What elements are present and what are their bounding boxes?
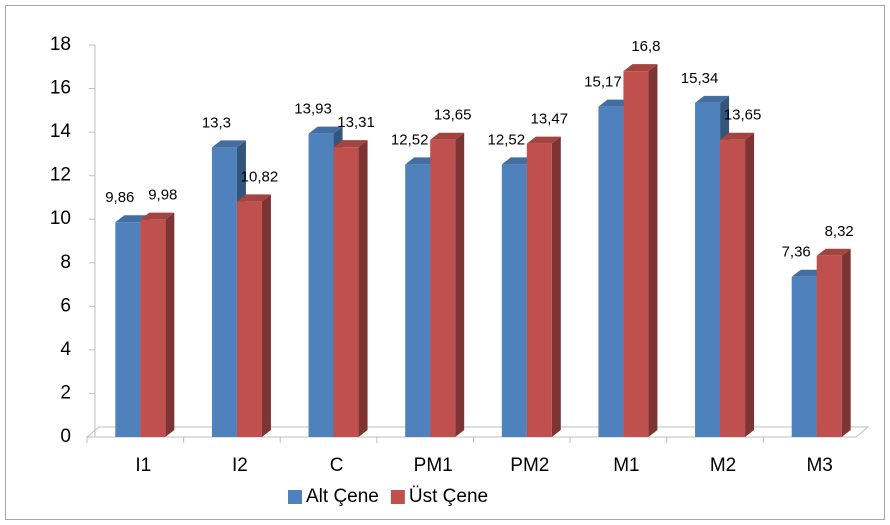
bar xyxy=(236,201,262,437)
bar-side xyxy=(841,248,851,437)
legend-label: Alt Çene xyxy=(306,486,379,507)
data-label: 13,3 xyxy=(202,114,231,131)
data-label: 12,52 xyxy=(391,131,429,148)
x-tick-label: PM2 xyxy=(510,455,549,476)
x-tick-label: I1 xyxy=(135,455,151,476)
bar-top xyxy=(720,132,755,140)
data-label: 13,93 xyxy=(294,101,332,118)
bar-side xyxy=(165,212,175,437)
bar-top xyxy=(623,64,658,72)
bar-side xyxy=(261,194,271,437)
bar xyxy=(308,133,334,437)
bar-top xyxy=(211,140,246,148)
bar-side xyxy=(551,136,561,438)
data-label: 13,47 xyxy=(531,111,569,128)
bar xyxy=(720,139,746,437)
bar-side xyxy=(455,132,465,437)
data-label: 9,86 xyxy=(105,189,134,206)
data-label: 10,82 xyxy=(241,168,279,185)
y-tick-label: 16 xyxy=(50,78,71,99)
data-label: 9,98 xyxy=(148,187,177,204)
bar xyxy=(791,276,817,437)
bar-top xyxy=(333,140,368,148)
legend-swatch xyxy=(390,490,405,504)
x-tick-label: M1 xyxy=(613,455,639,476)
bar xyxy=(333,147,359,438)
data-label: 12,52 xyxy=(488,131,526,148)
bar xyxy=(211,147,237,437)
bar-side xyxy=(358,140,368,438)
bar xyxy=(140,219,166,437)
y-tick-label: 2 xyxy=(60,382,71,403)
data-label: 13,65 xyxy=(724,107,762,124)
bar xyxy=(526,143,552,438)
data-label: 15,17 xyxy=(584,74,622,91)
bar xyxy=(405,164,431,437)
y-tick-label: 4 xyxy=(60,339,71,360)
legend-swatch xyxy=(288,490,302,504)
bar-top xyxy=(140,212,175,220)
bar-top xyxy=(526,136,561,144)
bar-top xyxy=(695,95,730,103)
legend-label: Üst Çene xyxy=(409,486,488,507)
bar xyxy=(695,102,721,437)
y-tick-label: 18 xyxy=(50,34,71,55)
bar xyxy=(816,255,842,437)
data-label: 16,8 xyxy=(631,38,660,55)
y-tick-label: 0 xyxy=(60,426,71,447)
bar-top xyxy=(308,126,343,134)
y-tick-label: 12 xyxy=(50,165,71,186)
x-tick-label: C xyxy=(330,455,344,476)
y-tick-label: 6 xyxy=(60,295,71,316)
data-label: 13,65 xyxy=(434,107,472,124)
bar xyxy=(501,164,527,437)
bar xyxy=(623,71,649,437)
bar-top xyxy=(816,248,851,256)
y-tick-label: 8 xyxy=(60,252,71,273)
data-label: 7,36 xyxy=(782,244,811,261)
x-tick-label: I2 xyxy=(232,455,248,476)
bar xyxy=(598,106,624,438)
data-label: 8,32 xyxy=(825,223,854,240)
data-label: 15,34 xyxy=(681,70,719,87)
bar xyxy=(430,139,456,437)
bar-side xyxy=(745,132,755,437)
bar xyxy=(115,222,141,437)
data-label: 13,31 xyxy=(337,114,375,131)
bar-top xyxy=(236,194,271,202)
bar-side xyxy=(648,64,658,437)
y-tick-label: 10 xyxy=(50,208,71,229)
bar-top xyxy=(430,132,465,140)
y-tick-label: 14 xyxy=(50,121,72,142)
x-tick-label: PM1 xyxy=(414,455,453,476)
x-tick-label: M3 xyxy=(806,455,832,476)
x-tick-label: M2 xyxy=(710,455,736,476)
